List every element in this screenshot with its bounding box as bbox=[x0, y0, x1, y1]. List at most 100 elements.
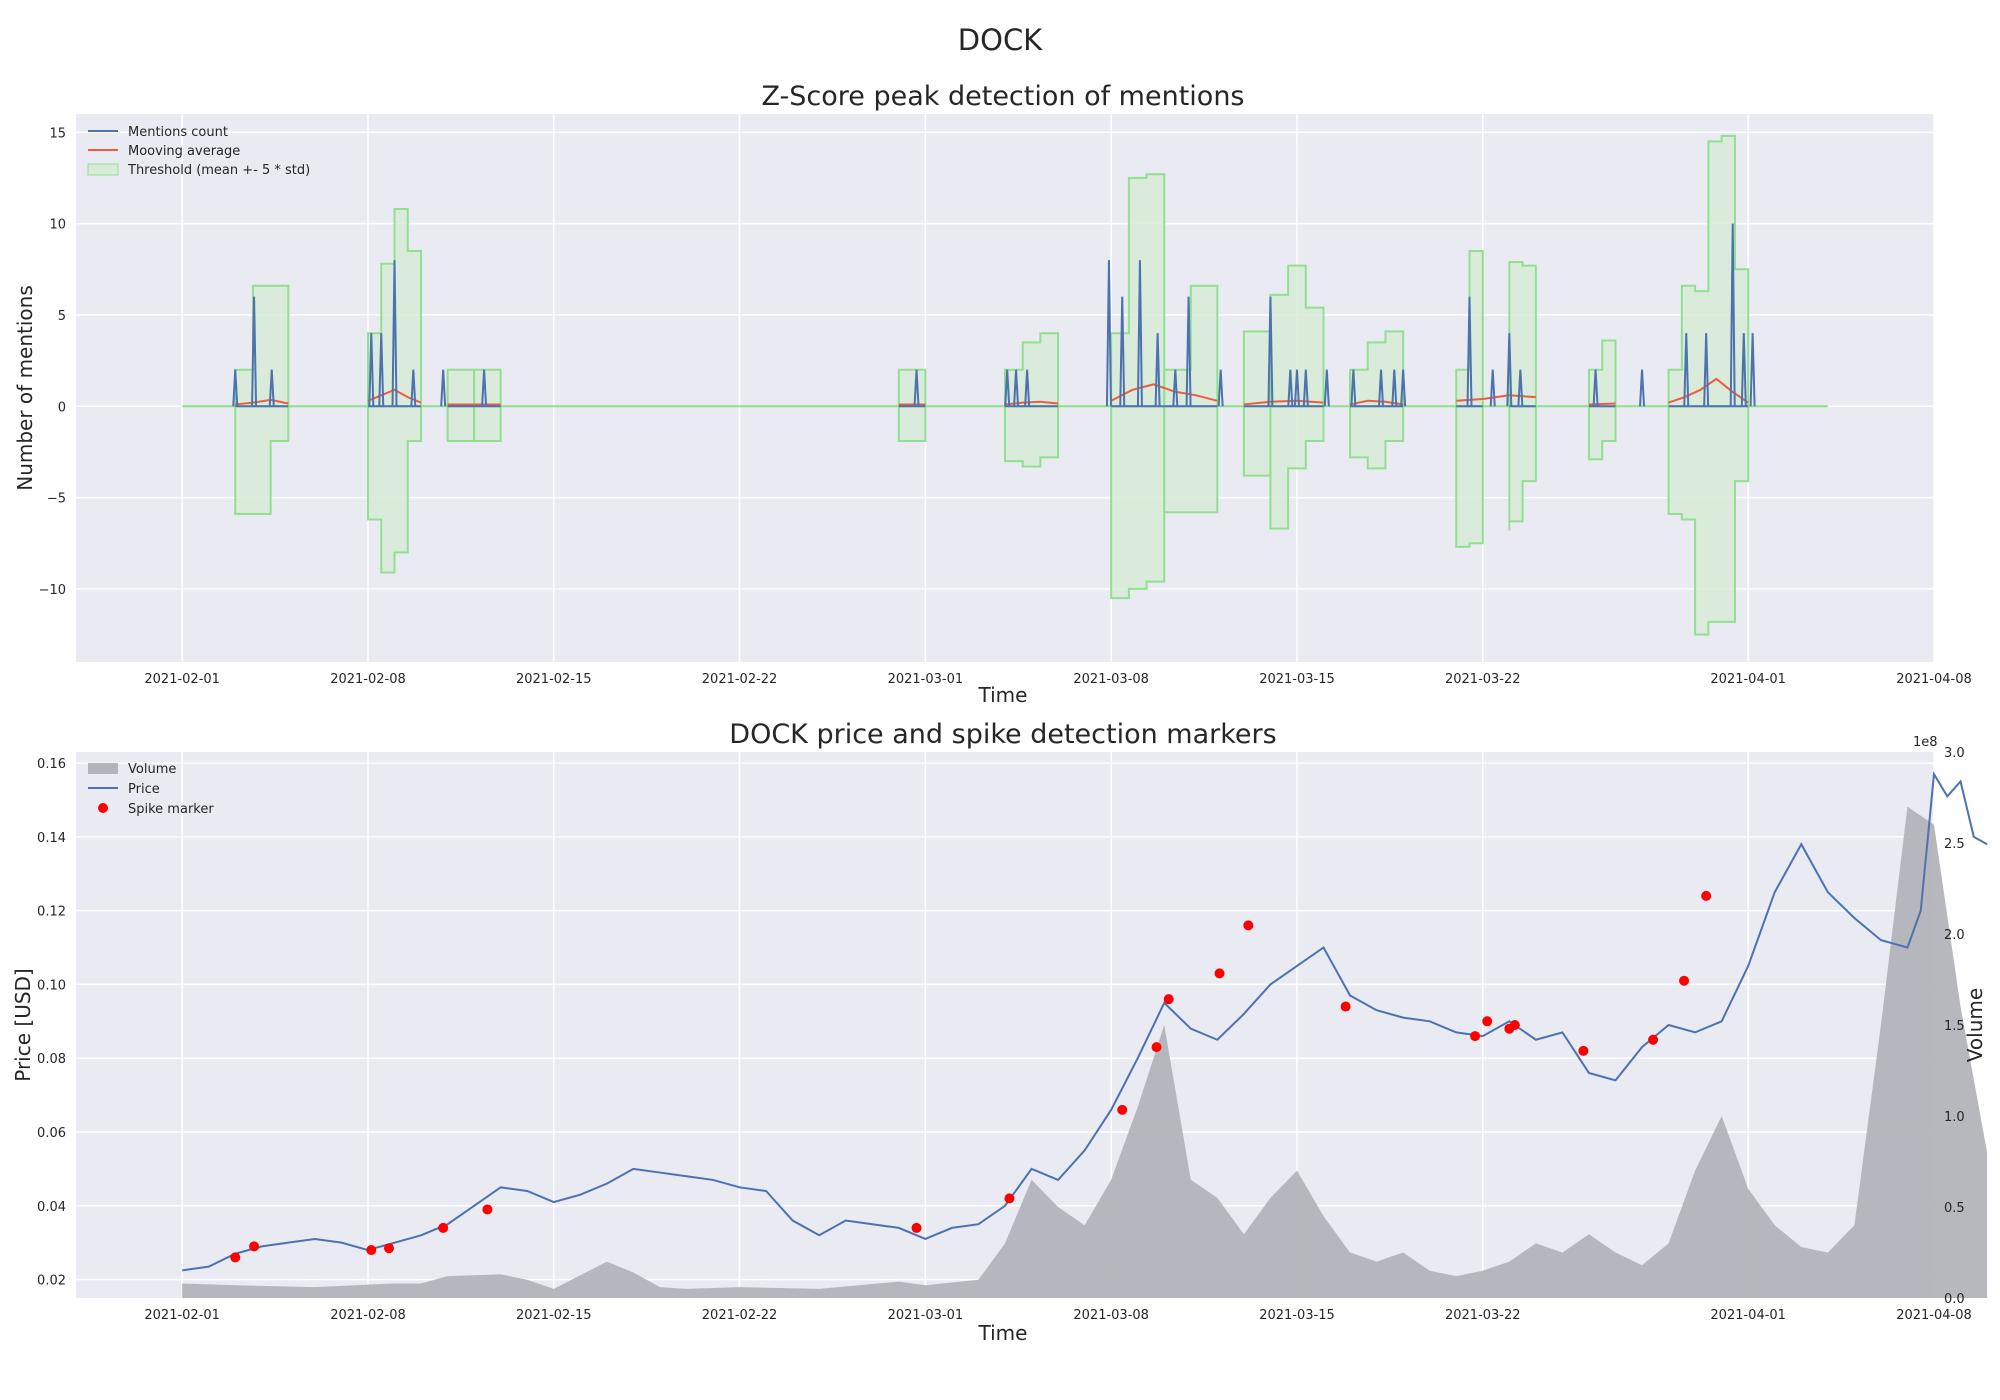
spike-marker-2 bbox=[366, 1245, 377, 1256]
spike-marker-14 bbox=[1470, 1031, 1481, 1042]
price-x-tick-1: 2021-02-08 bbox=[330, 1308, 406, 1323]
price-y-tick-2: 0.12 bbox=[37, 905, 66, 920]
mention-spike-25 bbox=[1350, 369, 1357, 407]
mention-spike-21 bbox=[1287, 369, 1294, 407]
spike-marker-19 bbox=[1648, 1034, 1659, 1045]
volume-y-tick-1: 2.5 bbox=[1944, 837, 1965, 852]
price-y-tick-labels: 0.16 0.14 0.12 0.10 0.08 0.06 0.04 0.02 bbox=[37, 757, 66, 1288]
mentions-x-tick-9: 2021-04-08 bbox=[1896, 672, 1972, 687]
volume-y-tick-5: 0.5 bbox=[1944, 1201, 1965, 1216]
volume-axis-offset-label: 1e8 bbox=[1913, 735, 1938, 750]
price-y-tick-5: 0.06 bbox=[37, 1126, 66, 1141]
spike-marker-9 bbox=[1151, 1042, 1162, 1053]
price-x-tick-6: 2021-03-15 bbox=[1259, 1308, 1335, 1323]
price-y-tick-1: 0.14 bbox=[37, 831, 66, 846]
price-y-tick-7: 0.02 bbox=[37, 1274, 66, 1289]
price-y-axis-label: Price [USD] bbox=[11, 968, 35, 1082]
mention-spike-8 bbox=[481, 369, 488, 407]
mention-spike-17 bbox=[1172, 369, 1179, 407]
threshold-band-10 bbox=[1349, 330, 1405, 470]
mentions-y-tick-3: 0 bbox=[58, 400, 66, 415]
mentions-y-axis-label: Number of mentions bbox=[13, 285, 37, 491]
mention-spike-29 bbox=[1466, 296, 1473, 407]
price-y-tick-4: 0.08 bbox=[37, 1052, 66, 1067]
legend-label-price: Price bbox=[128, 782, 160, 797]
mentions-y-tick-2: 5 bbox=[58, 309, 66, 324]
mention-spike-9 bbox=[913, 369, 920, 407]
mention-count-spikes bbox=[232, 223, 1756, 408]
threshold-band-0 bbox=[234, 284, 290, 516]
spike-marker-12 bbox=[1243, 920, 1254, 931]
mention-spike-13 bbox=[1105, 260, 1112, 407]
threshold-band-5 bbox=[1004, 332, 1060, 468]
mention-spike-18 bbox=[1185, 296, 1192, 407]
moving-average-segment-7 bbox=[1243, 399, 1324, 406]
volume-y-tick-4: 1.0 bbox=[1944, 1110, 1965, 1125]
mentions-y-tick-labels: 15 10 5 0 −5 −10 bbox=[39, 126, 66, 598]
mention-spike-36 bbox=[1703, 333, 1710, 407]
spike-marker-5 bbox=[482, 1204, 493, 1215]
mention-spike-16 bbox=[1154, 333, 1161, 407]
mention-spike-1 bbox=[251, 296, 258, 407]
moving-average-segment-8 bbox=[1349, 399, 1404, 406]
mentions-x-tick-4: 2021-03-01 bbox=[888, 672, 964, 687]
mention-spike-2 bbox=[268, 369, 275, 407]
volume-y-tick-6: 0.0 bbox=[1944, 1292, 1965, 1307]
mention-spike-28 bbox=[1400, 369, 1407, 407]
spike-marker-7 bbox=[1004, 1193, 1015, 1204]
mentions-y-tick-0: 15 bbox=[49, 126, 66, 141]
price-y-tick-0: 0.16 bbox=[37, 757, 66, 772]
spike-marker-4 bbox=[438, 1222, 449, 1233]
mentions-x-axis-label: Time bbox=[978, 683, 1028, 707]
mentions-chart: Z-Score peak detection of mentions 2021-… bbox=[13, 81, 1972, 707]
volume-y-axis-label: Volume bbox=[1963, 988, 1987, 1062]
mentions-x-tick-0: 2021-02-01 bbox=[144, 672, 220, 687]
legend-swatch-threshold bbox=[87, 163, 119, 176]
legend-label-volume: Volume bbox=[128, 762, 176, 777]
mention-spike-24 bbox=[1323, 369, 1330, 407]
mention-spike-34 bbox=[1639, 369, 1646, 407]
spike-marker-11 bbox=[1214, 968, 1225, 979]
threshold-band-9 bbox=[1269, 264, 1325, 530]
volume-y-tick-2: 2.0 bbox=[1944, 928, 1965, 943]
mention-spike-0 bbox=[232, 369, 239, 407]
spike-marker-1 bbox=[249, 1241, 260, 1252]
price-chart-title: DOCK price and spike detection markers bbox=[729, 719, 1276, 750]
moving-average-segment-6 bbox=[1110, 383, 1218, 402]
mentions-x-tick-1: 2021-02-08 bbox=[330, 672, 406, 687]
price-y-tick-6: 0.04 bbox=[37, 1200, 66, 1215]
mentions-y-tick-4: −5 bbox=[47, 492, 66, 507]
mention-spike-14 bbox=[1119, 296, 1126, 407]
mentions-x-tick-5: 2021-03-08 bbox=[1073, 672, 1149, 687]
mentions-x-tick-2: 2021-02-15 bbox=[516, 672, 592, 687]
mentions-x-tick-6: 2021-03-15 bbox=[1259, 672, 1335, 687]
price-x-tick-2: 2021-02-15 bbox=[516, 1308, 592, 1323]
volume-y-tick-3: 1.5 bbox=[1944, 1019, 1965, 1034]
mention-spike-7 bbox=[440, 369, 447, 407]
mention-spike-37 bbox=[1729, 223, 1736, 407]
spike-marker-20 bbox=[1679, 975, 1690, 986]
spike-marker-0 bbox=[230, 1252, 241, 1263]
mention-spike-4 bbox=[378, 333, 385, 407]
moving-average-segment-0 bbox=[235, 398, 289, 406]
spike-marker-3 bbox=[383, 1243, 394, 1254]
price-x-tick-4: 2021-03-01 bbox=[888, 1308, 964, 1323]
legend-label-mentions: Mentions count bbox=[128, 125, 228, 140]
legend-label-spike: Spike marker bbox=[128, 802, 214, 817]
mentions-y-tick-1: 10 bbox=[49, 218, 66, 233]
mention-spike-10 bbox=[1004, 369, 1011, 407]
price-x-tick-8: 2021-04-01 bbox=[1710, 1308, 1786, 1323]
volume-area bbox=[182, 806, 1988, 1298]
mention-spike-35 bbox=[1683, 333, 1690, 407]
mentions-x-tick-8: 2021-04-01 bbox=[1710, 672, 1786, 687]
spike-marker-21 bbox=[1701, 890, 1712, 901]
price-x-tick-labels: 2021-02-01 2021-02-08 2021-02-15 2021-02-22… bbox=[144, 1308, 1971, 1323]
mention-spike-26 bbox=[1378, 369, 1385, 407]
mention-spike-30 bbox=[1489, 369, 1496, 407]
spike-marker-8 bbox=[1117, 1104, 1128, 1115]
mentions-x-tick-3: 2021-02-22 bbox=[702, 672, 778, 687]
legend-swatch-volume bbox=[88, 763, 118, 774]
mention-spike-19 bbox=[1217, 369, 1224, 407]
mention-spike-38 bbox=[1740, 333, 1747, 407]
price-line bbox=[182, 771, 1988, 1272]
